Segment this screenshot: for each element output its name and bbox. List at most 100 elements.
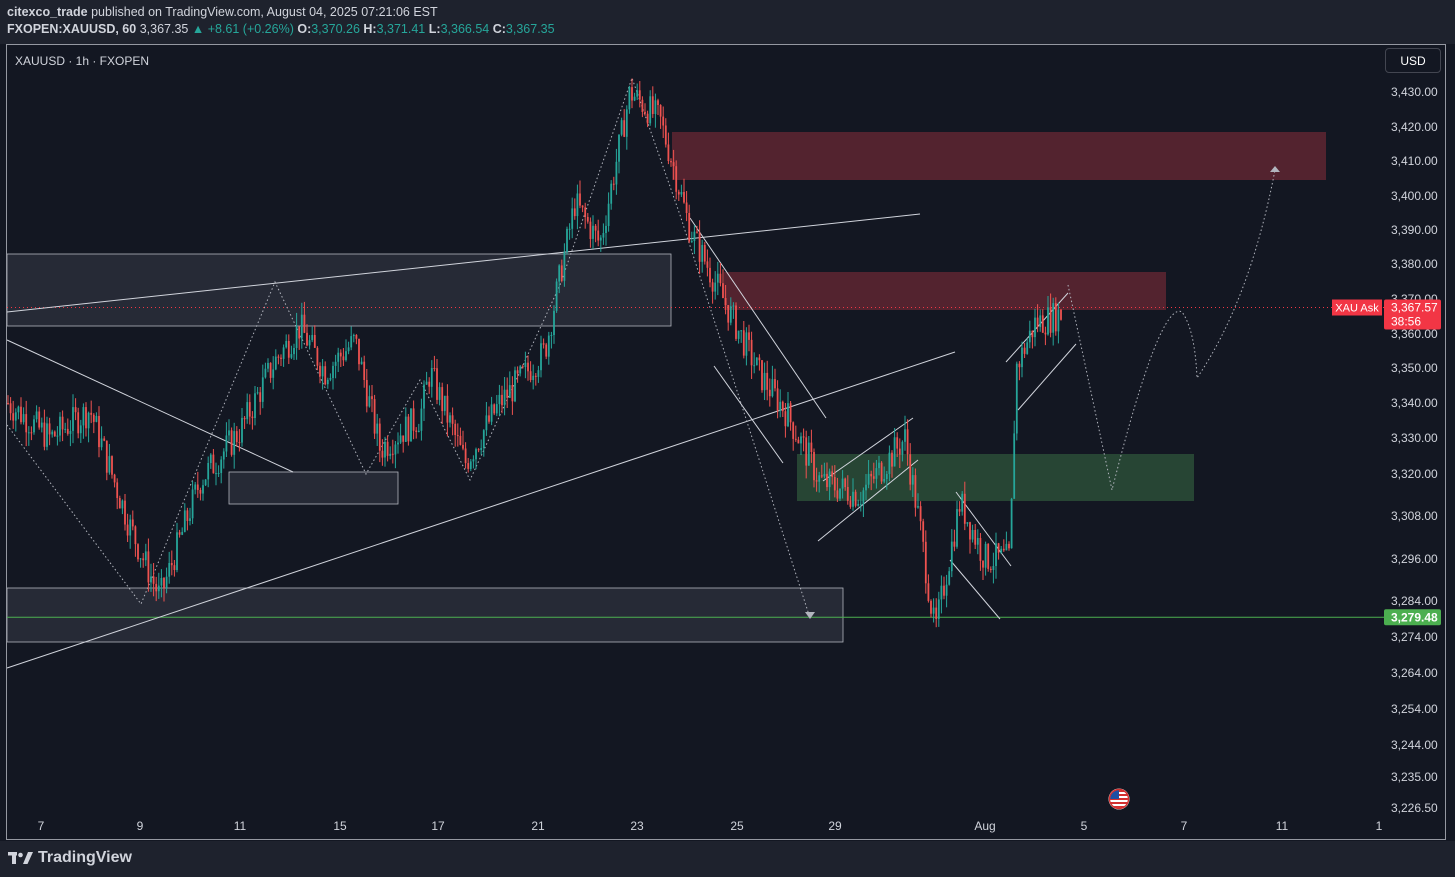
- candle-body: [727, 305, 730, 323]
- candle-body: [178, 532, 181, 535]
- candle-body: [137, 544, 139, 560]
- ask-price-label: 3,367.57: [1391, 301, 1438, 315]
- candle-body: [953, 541, 956, 547]
- candle-body: [217, 473, 220, 474]
- candle-body: [815, 480, 818, 482]
- candle-body: [589, 221, 592, 239]
- candle-body: [72, 407, 74, 431]
- candle-body: [516, 370, 519, 374]
- candle-body: [472, 459, 475, 462]
- candle-body: [183, 510, 186, 532]
- currency-button[interactable]: USD: [1385, 48, 1441, 73]
- candle-body: [1057, 309, 1060, 332]
- candle-body: [571, 208, 574, 229]
- us-flag-icon[interactable]: [1108, 788, 1130, 810]
- candle-body: [287, 341, 290, 358]
- candle-body: [337, 352, 340, 362]
- price-tick-label: 3,410.00: [1391, 154, 1438, 168]
- candle-body: [38, 411, 41, 428]
- candle-body: [433, 368, 436, 369]
- candle-body: [605, 225, 607, 233]
- candle-body: [615, 161, 618, 185]
- candle-body: [716, 273, 719, 283]
- candle-body: [677, 191, 680, 195]
- candle-body: [545, 344, 548, 357]
- candle-body: [204, 479, 207, 486]
- candle-body: [293, 348, 295, 355]
- candle-body: [194, 484, 197, 490]
- date-tick-label: 17: [431, 819, 445, 833]
- candle-body: [722, 283, 724, 298]
- candle-body: [1031, 330, 1034, 338]
- date-tick-label: 23: [630, 819, 644, 833]
- candle-body: [774, 379, 776, 389]
- candle-body: [560, 265, 563, 281]
- price-chart[interactable]: 3,430.00 3,420.00 3,410.00 3,400.00 3,390.00…: [0, 0, 1455, 841]
- candle-body: [849, 500, 852, 507]
- candle-body: [870, 473, 873, 477]
- candle-body: [46, 423, 48, 447]
- candle-body: [118, 498, 121, 509]
- chart-border: [6, 44, 1446, 840]
- candle-body: [321, 366, 324, 377]
- candle-body: [324, 366, 327, 385]
- candle-body: [407, 416, 410, 442]
- candle-body: [443, 395, 446, 412]
- tradingview-logo[interactable]: TradingView: [8, 849, 132, 867]
- candle-body: [735, 305, 737, 339]
- candle-body: [316, 347, 319, 366]
- author-name[interactable]: citexco_trade: [7, 5, 88, 19]
- candle-body: [482, 430, 485, 448]
- candle-body: [610, 183, 613, 204]
- candle-body: [542, 343, 545, 345]
- candle-body: [1060, 309, 1062, 320]
- candle-body: [1010, 498, 1013, 549]
- candle-body: [163, 578, 165, 588]
- candle-body: [737, 330, 740, 339]
- symbol-full: FXOPEN:XAUUSD, 60: [7, 22, 137, 36]
- candle-body: [25, 414, 28, 433]
- candle-body: [781, 401, 784, 412]
- ask-price-tag: [1384, 299, 1441, 330]
- candle-body: [945, 584, 948, 596]
- candle-body: [862, 490, 865, 504]
- candle-body: [919, 506, 922, 522]
- candle-body: [940, 585, 943, 600]
- projection-paths: [6, 76, 1276, 619]
- candle-body: [386, 441, 389, 456]
- candle-body: [339, 352, 342, 357]
- candle-body: [667, 144, 670, 161]
- candle-body: [410, 408, 412, 442]
- candle-body: [144, 551, 147, 561]
- candle-body: [498, 394, 501, 405]
- candle-body: [368, 396, 371, 407]
- publish-info: citexco_trade published on TradingView.c…: [7, 5, 438, 19]
- candle-body: [631, 87, 633, 101]
- candle-body: [126, 524, 129, 536]
- candle-body: [792, 422, 795, 439]
- candle-body: [826, 473, 828, 488]
- candle-body: [469, 461, 472, 469]
- candle-body: [924, 541, 927, 584]
- ohlc-legend: FXOPEN:XAUUSD, 60 3,367.35 ▲ +8.61 (+0.2…: [7, 22, 555, 36]
- candle-body: [173, 565, 176, 570]
- candle-body: [381, 450, 384, 458]
- rising-channel-aug4-top: [1005, 292, 1069, 363]
- candle-body: [784, 411, 787, 427]
- candle-body: [61, 416, 64, 430]
- resistance-range-box: [6, 253, 672, 327]
- candle-body: [779, 401, 782, 411]
- candle-body: [69, 431, 72, 434]
- candle-body: [30, 432, 33, 434]
- candle-body: [235, 431, 238, 443]
- candle-body: [1002, 548, 1005, 551]
- date-tick-label: 11: [1276, 819, 1289, 833]
- candle-body: [828, 471, 831, 488]
- candle-body: [493, 404, 496, 414]
- candle-body: [594, 225, 597, 231]
- historical-wave-path: [6, 76, 811, 619]
- candle-body: [285, 341, 288, 348]
- candle-body: [987, 543, 990, 569]
- candle-body: [267, 362, 269, 369]
- candle-body: [399, 435, 402, 443]
